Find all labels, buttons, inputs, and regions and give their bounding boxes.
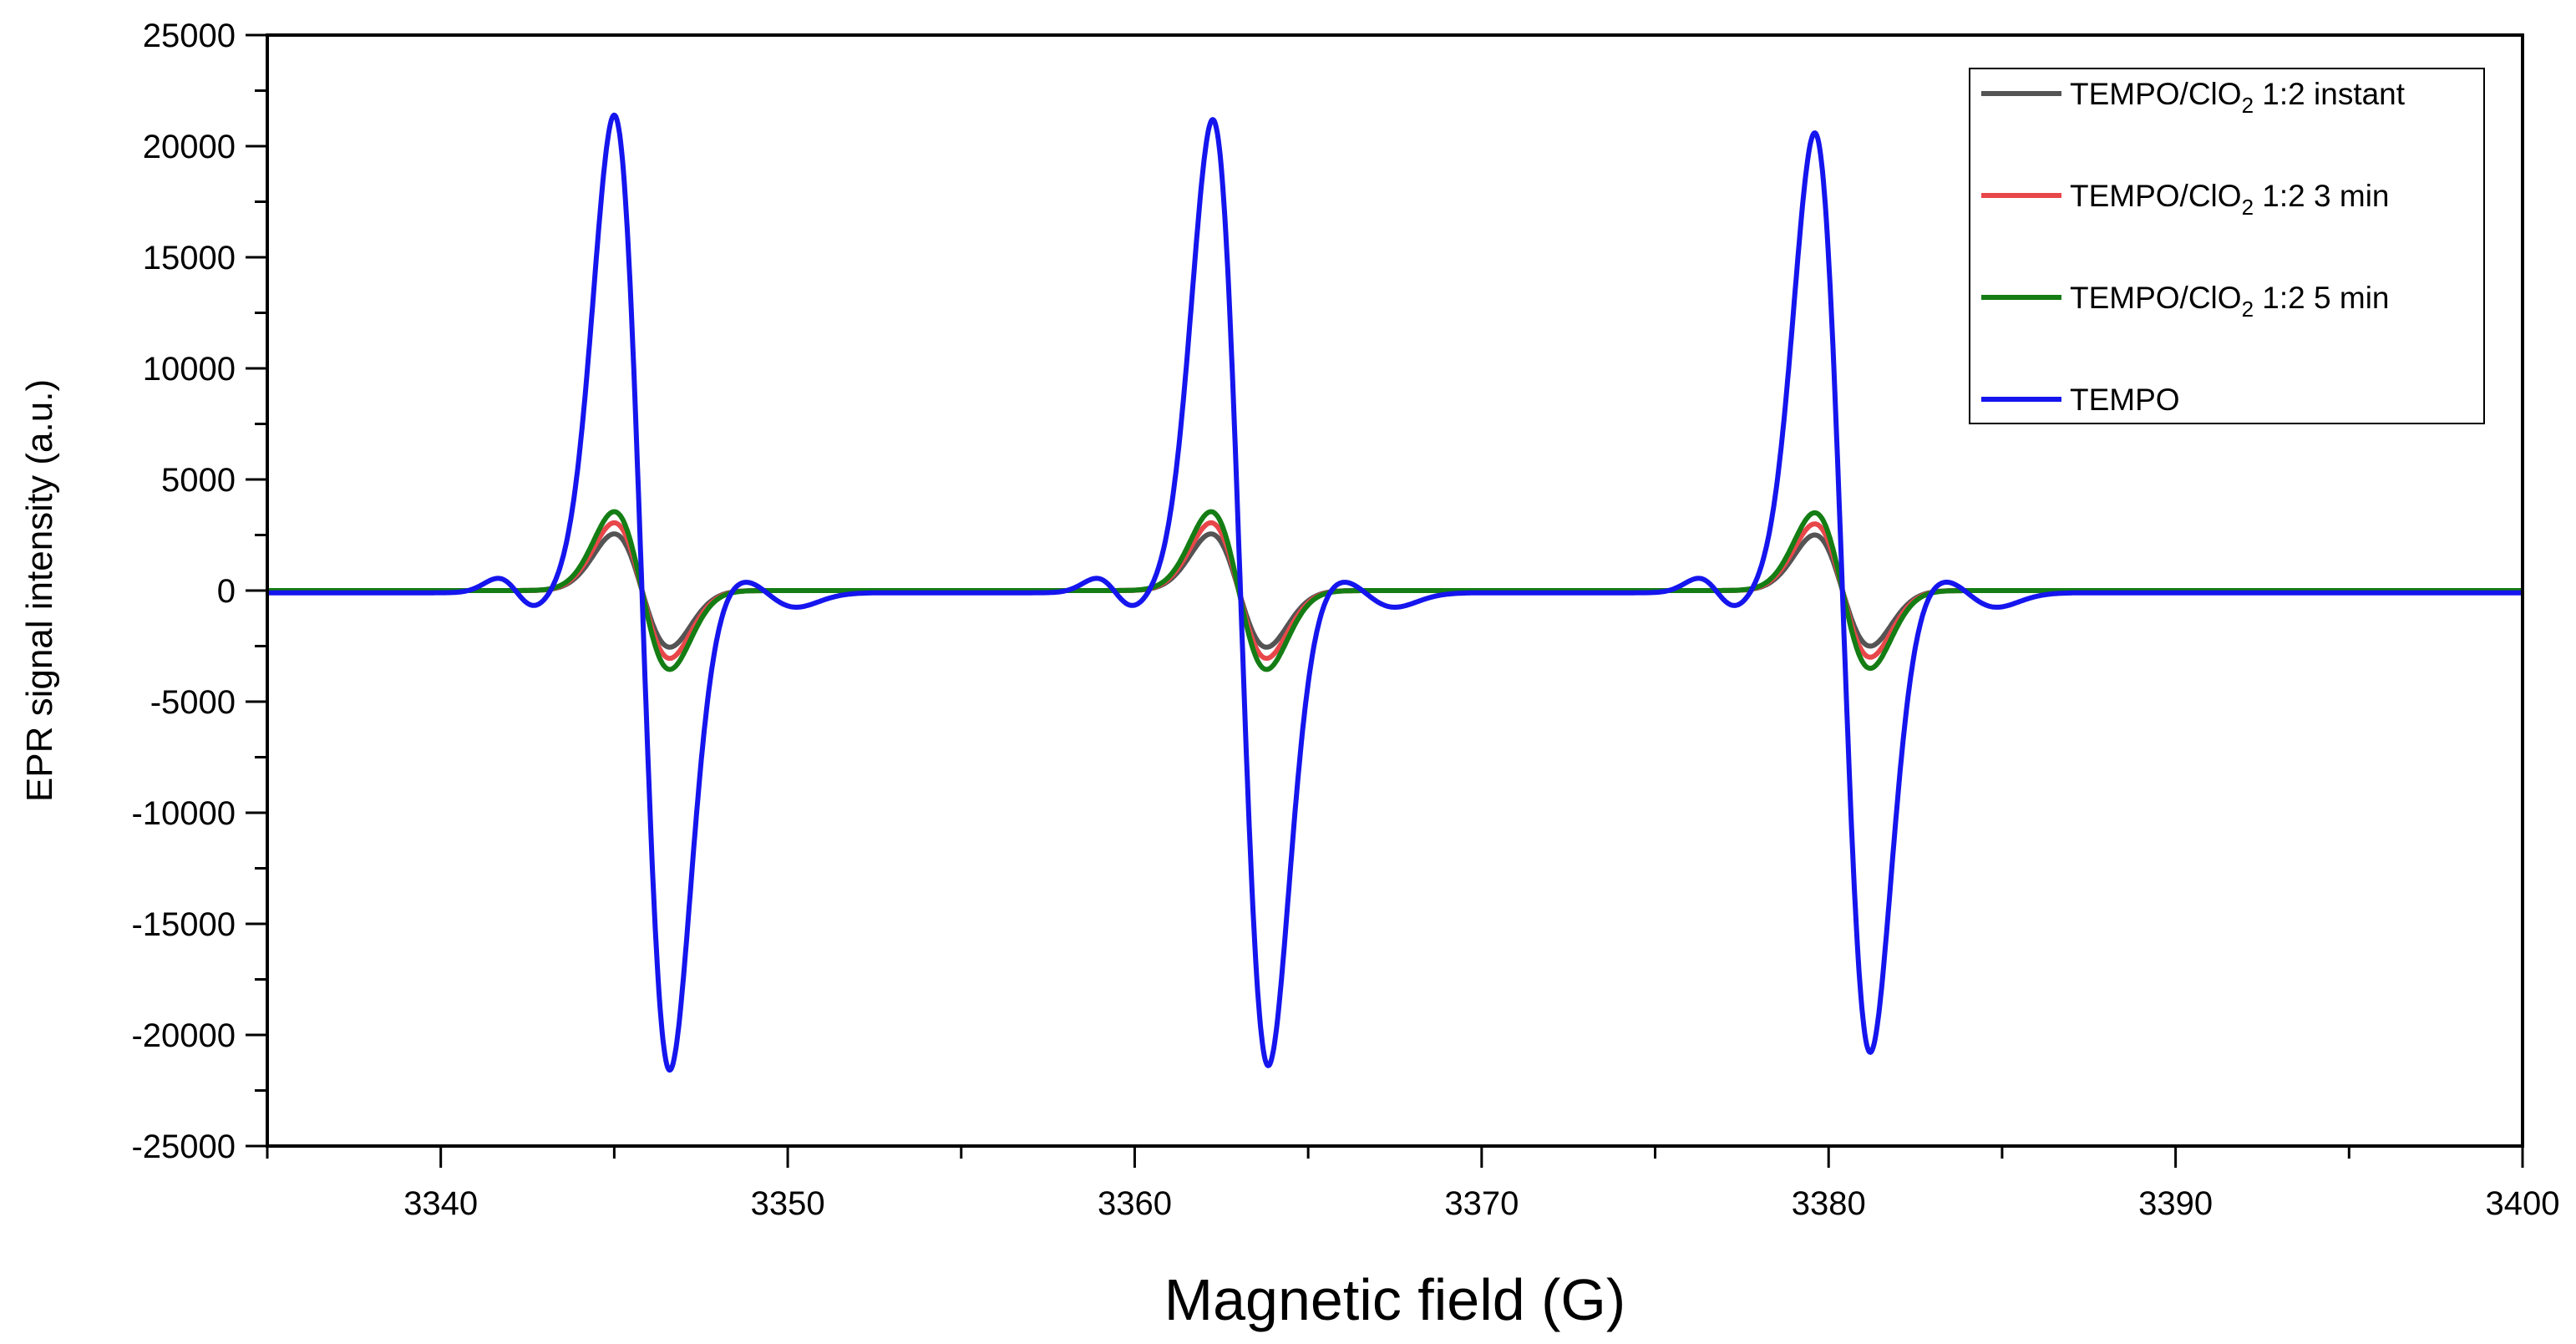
series-line: [266, 112, 2524, 1073]
y-tick-label: 10000: [143, 351, 236, 388]
x-tick-label: 3340: [403, 1185, 478, 1222]
series-layer: [266, 112, 2524, 1073]
legend-label: TEMPO: [2070, 383, 2180, 417]
y-tick-label: -20000: [131, 1017, 236, 1054]
legend: TEMPO/ClO2 1:2 instant TEMPO/ClO2 1:2 3 m…: [1969, 68, 2485, 424]
y-axis: -25000 -20000 -15000 -10000 -5000 0 5000 10000 1…: [131, 18, 267, 1165]
y-tick-label: -5000: [150, 684, 236, 721]
x-tick-label: 3380: [1792, 1185, 1866, 1222]
y-axis-title: EPR signal intensity (a.u.): [19, 379, 60, 802]
x-axis: 3340 3350 3360 3370 3380 3390 3400: [266, 1146, 2560, 1222]
y-tick-label: -25000: [131, 1128, 236, 1165]
x-tick-label: 3390: [2138, 1185, 2213, 1222]
legend-label: TEMPO/ClO2 1:2 5 min: [2070, 281, 2390, 322]
x-tick-label: 3360: [1098, 1185, 1172, 1222]
legend-label: TEMPO/ClO2 1:2 3 min: [2070, 179, 2390, 220]
x-tick-label: 3400: [2486, 1185, 2560, 1222]
y-tick-label: 15000: [143, 240, 236, 276]
y-tick-label: -10000: [131, 795, 236, 832]
legend-box: [1969, 68, 2485, 424]
y-tick-label: 20000: [143, 129, 236, 165]
y-tick-label: 25000: [143, 18, 236, 54]
x-axis-title: Magnetic field (G): [1164, 1267, 1625, 1332]
y-tick-label: 0: [217, 573, 236, 610]
y-tick-label: 5000: [161, 462, 236, 499]
legend-label: TEMPO/ClO2 1:2 instant: [2070, 77, 2406, 118]
y-tick-label: -15000: [131, 906, 236, 943]
x-tick-label: 3350: [751, 1185, 825, 1222]
x-tick-label: 3370: [1444, 1185, 1519, 1222]
